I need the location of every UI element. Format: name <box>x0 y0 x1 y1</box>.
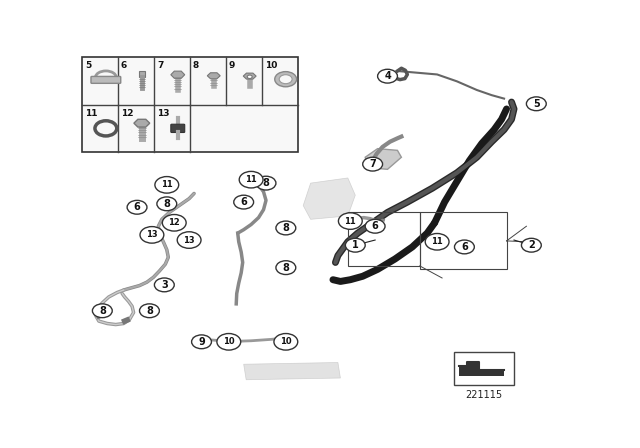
Circle shape <box>157 197 177 211</box>
Circle shape <box>378 69 397 83</box>
FancyBboxPatch shape <box>454 352 514 385</box>
Circle shape <box>365 220 385 233</box>
Text: 8: 8 <box>193 61 199 70</box>
Polygon shape <box>460 362 504 376</box>
Text: 6: 6 <box>134 202 140 212</box>
Circle shape <box>363 157 383 171</box>
Polygon shape <box>171 71 185 78</box>
Text: 2: 2 <box>528 240 535 250</box>
Circle shape <box>247 75 252 78</box>
Circle shape <box>526 97 546 111</box>
Text: 8: 8 <box>99 306 106 316</box>
Text: 8: 8 <box>282 223 289 233</box>
FancyBboxPatch shape <box>91 77 121 83</box>
Text: 11: 11 <box>161 181 173 190</box>
Text: 3: 3 <box>161 280 168 290</box>
Circle shape <box>155 177 179 193</box>
Circle shape <box>339 213 362 229</box>
FancyBboxPatch shape <box>139 71 145 78</box>
Polygon shape <box>207 73 220 79</box>
Text: 8: 8 <box>282 263 289 273</box>
Text: 10: 10 <box>265 61 277 70</box>
Text: 4: 4 <box>384 71 391 81</box>
Circle shape <box>191 335 211 349</box>
Polygon shape <box>365 149 401 169</box>
Text: 9: 9 <box>229 61 235 70</box>
Circle shape <box>275 72 296 87</box>
Circle shape <box>127 200 147 214</box>
Text: 7: 7 <box>369 159 376 169</box>
Circle shape <box>256 176 276 190</box>
Circle shape <box>234 195 253 209</box>
Text: 7: 7 <box>157 61 163 70</box>
Polygon shape <box>244 362 340 380</box>
Text: 1: 1 <box>352 240 358 250</box>
Circle shape <box>274 333 298 350</box>
Circle shape <box>163 215 186 231</box>
FancyBboxPatch shape <box>171 124 185 133</box>
Text: 13: 13 <box>183 236 195 245</box>
Circle shape <box>140 227 164 243</box>
Circle shape <box>239 172 263 188</box>
Polygon shape <box>243 73 256 79</box>
Text: 13: 13 <box>157 109 170 118</box>
Text: 6: 6 <box>461 242 468 252</box>
Circle shape <box>217 333 241 350</box>
Text: 5: 5 <box>533 99 540 109</box>
Text: 11: 11 <box>245 175 257 184</box>
Circle shape <box>92 304 112 318</box>
Text: 11: 11 <box>431 237 443 246</box>
Text: 221115: 221115 <box>466 390 503 400</box>
Text: 6: 6 <box>121 61 127 70</box>
Text: 11: 11 <box>85 109 97 118</box>
Circle shape <box>346 238 365 252</box>
Text: 8: 8 <box>163 199 170 209</box>
Circle shape <box>454 240 474 254</box>
Circle shape <box>276 221 296 235</box>
Circle shape <box>276 261 296 275</box>
Polygon shape <box>134 119 150 127</box>
Text: 11: 11 <box>344 216 356 225</box>
Polygon shape <box>303 178 355 220</box>
Circle shape <box>279 75 292 84</box>
Text: 6: 6 <box>372 221 378 231</box>
Circle shape <box>140 304 159 318</box>
Text: 13: 13 <box>146 230 157 239</box>
Text: 9: 9 <box>198 337 205 347</box>
Text: 10: 10 <box>280 337 292 346</box>
Text: 10: 10 <box>223 337 235 346</box>
Text: 5: 5 <box>85 61 92 70</box>
Circle shape <box>177 232 201 248</box>
Circle shape <box>154 278 174 292</box>
Circle shape <box>425 233 449 250</box>
Text: 6: 6 <box>240 197 247 207</box>
Text: 8: 8 <box>262 178 269 188</box>
Text: 12: 12 <box>121 109 133 118</box>
Circle shape <box>522 238 541 252</box>
Text: 8: 8 <box>146 306 153 316</box>
Text: 12: 12 <box>168 218 180 227</box>
FancyBboxPatch shape <box>83 57 298 152</box>
